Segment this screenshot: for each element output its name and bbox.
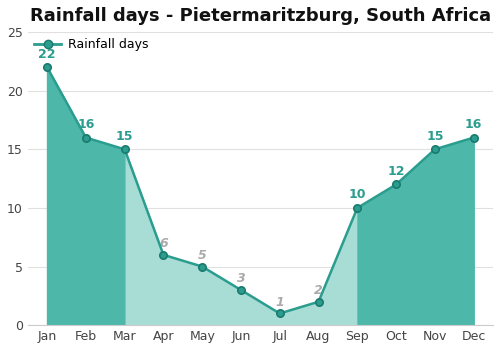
- Text: 22: 22: [38, 48, 56, 61]
- Text: 6: 6: [159, 237, 168, 250]
- Point: [354, 205, 362, 211]
- Text: 10: 10: [348, 189, 366, 202]
- Point: [43, 64, 51, 70]
- Text: 16: 16: [77, 118, 94, 131]
- Point: [431, 147, 439, 152]
- Point: [120, 147, 128, 152]
- Point: [160, 252, 168, 258]
- Title: Rainfall days - Pietermaritzburg, South Africa: Rainfall days - Pietermaritzburg, South …: [30, 7, 491, 25]
- Text: 2: 2: [314, 284, 323, 297]
- Text: 5: 5: [198, 249, 206, 262]
- Point: [198, 264, 206, 270]
- Point: [470, 135, 478, 140]
- Point: [237, 287, 245, 293]
- Point: [392, 182, 400, 187]
- Text: 3: 3: [236, 272, 246, 285]
- Text: 15: 15: [116, 130, 134, 143]
- Point: [314, 299, 322, 304]
- Legend: Rainfall days: Rainfall days: [34, 38, 148, 51]
- Text: 16: 16: [465, 118, 482, 131]
- Point: [82, 135, 90, 140]
- Text: 15: 15: [426, 130, 444, 143]
- Text: 12: 12: [388, 165, 405, 178]
- Text: 1: 1: [276, 296, 284, 309]
- Point: [276, 311, 284, 316]
